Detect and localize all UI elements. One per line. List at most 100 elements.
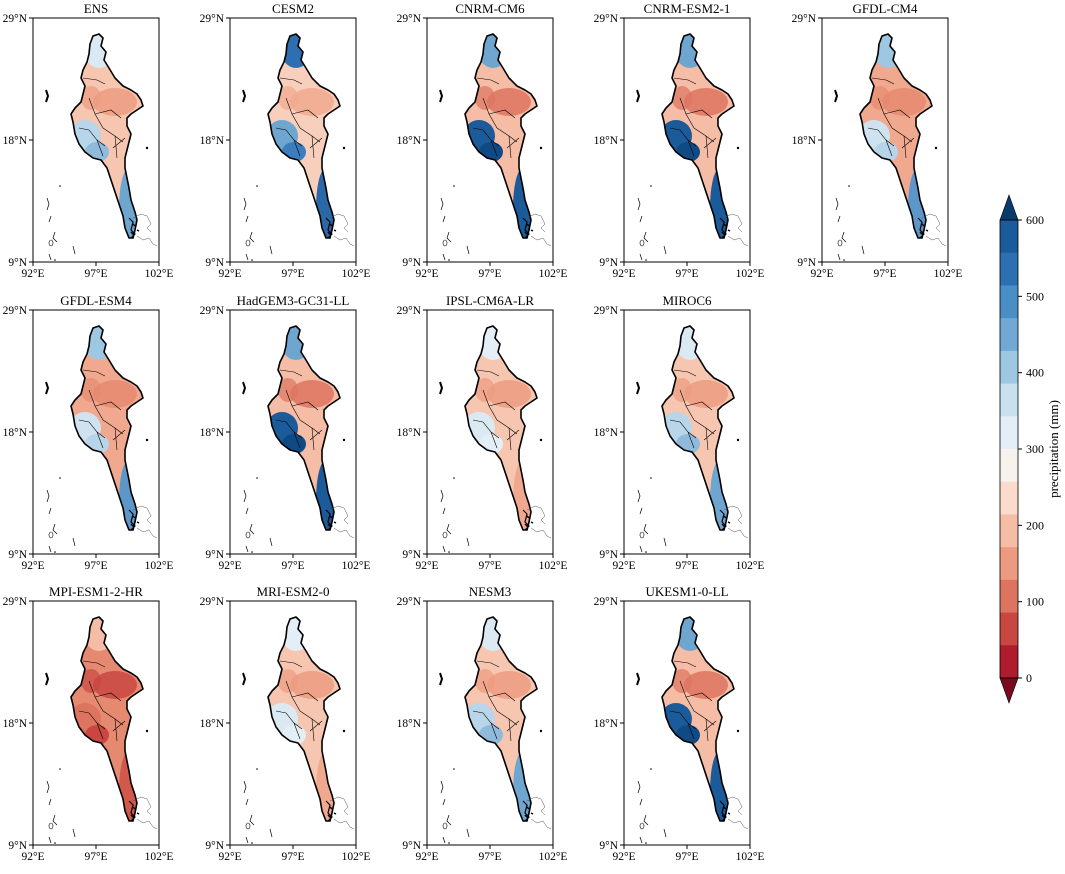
longitude-tick-label: 102°E bbox=[736, 560, 765, 572]
longitude-tick-label: 102°E bbox=[934, 268, 963, 280]
latitude-tick-label: 29°N bbox=[594, 596, 619, 608]
longitude-tick-label: 102°E bbox=[342, 268, 371, 280]
latitude-tick-label: 29°N bbox=[200, 596, 225, 608]
longitude-tick-label: 97°E bbox=[675, 268, 698, 280]
longitude-tick-label: 92°E bbox=[415, 268, 438, 280]
panel-gfdl-cm4: GFDL-CM4 29°N 18°N 9°N92°E 97°E 102°E bbox=[792, 1, 963, 280]
colorbar-swatch bbox=[1000, 350, 1018, 385]
longitude-tick-label: 102°E bbox=[539, 268, 568, 280]
latitude-tick-label: 29°N bbox=[3, 13, 28, 25]
longitude-tick-label: 92°E bbox=[218, 851, 241, 863]
latitude-tick-label: 29°N bbox=[594, 305, 619, 317]
latitude-tick-label: 9°N bbox=[599, 840, 618, 852]
latitude-tick-label: 9°N bbox=[205, 257, 224, 269]
colorbar-extend-max bbox=[999, 194, 1019, 221]
panel-ukesm1-0-ll: UKESM1-0-LL 29°N 18°N 9°N92°E 97°E 102°E bbox=[594, 584, 765, 863]
longitude-tick-label: 97°E bbox=[675, 560, 698, 572]
longitude-tick-label: 97°E bbox=[84, 560, 107, 572]
colorbar-swatch bbox=[1000, 514, 1018, 548]
panel-title: MPI-ESM1-2-HR bbox=[49, 584, 143, 599]
colorbar-swatch bbox=[1000, 645, 1018, 679]
panel-cnrm-esm2-1: CNRM-ESM2-1 29°N 18°N 9°N92°E 97°E 102°E bbox=[594, 1, 765, 280]
latitude-tick-label: 29°N bbox=[397, 596, 422, 608]
colorbar: 600 500 400 300 200 100 0 precipitation (mm) bbox=[999, 194, 1061, 704]
latitude-tick-label: 29°N bbox=[594, 13, 619, 25]
latitude-tick-label: 9°N bbox=[8, 549, 27, 561]
colorbar-swatch bbox=[1000, 252, 1018, 286]
panel-ipsl-cm6a-lr: IPSL-CM6A-LR 29°N 18°N 9°N92°E 97°E 102°E bbox=[397, 293, 568, 572]
latitude-tick-label: 9°N bbox=[8, 840, 27, 852]
colorbar-swatch bbox=[1000, 220, 1018, 254]
latitude-tick-label: 18°N bbox=[792, 135, 817, 147]
longitude-tick-label: 92°E bbox=[218, 560, 241, 572]
panel-title: CESM2 bbox=[272, 1, 314, 16]
panel-title: MRI-ESM2-0 bbox=[257, 584, 330, 599]
longitude-tick-label: 97°E bbox=[478, 851, 501, 863]
colorbar-swatch bbox=[1000, 416, 1018, 450]
colorbar-swatch bbox=[1000, 579, 1018, 614]
latitude-tick-label: 9°N bbox=[402, 257, 421, 269]
latitude-tick-label: 18°N bbox=[3, 135, 28, 147]
panel-title: GFDL-CM4 bbox=[852, 1, 918, 16]
latitude-tick-label: 18°N bbox=[3, 427, 28, 439]
latitude-tick-label: 29°N bbox=[200, 13, 225, 25]
longitude-tick-label: 97°E bbox=[281, 560, 304, 572]
colorbar-extend-min bbox=[999, 677, 1019, 704]
colorbar-tick-label: 600 bbox=[1026, 213, 1044, 227]
colorbar-tick-label: 200 bbox=[1026, 518, 1044, 532]
panel-title: IPSL-CM6A-LR bbox=[446, 293, 534, 308]
latitude-tick-label: 18°N bbox=[397, 427, 422, 439]
longitude-tick-label: 102°E bbox=[145, 268, 174, 280]
panel-mri-esm2-0: MRI-ESM2-0 29°N 18°N 9°N92°E 97°E 102°E bbox=[200, 584, 371, 863]
latitude-tick-label: 29°N bbox=[792, 13, 817, 25]
longitude-tick-label: 92°E bbox=[810, 268, 833, 280]
latitude-tick-label: 29°N bbox=[3, 305, 28, 317]
longitude-tick-label: 97°E bbox=[84, 851, 107, 863]
latitude-tick-label: 9°N bbox=[599, 549, 618, 561]
panel-title: NESM3 bbox=[469, 584, 512, 599]
longitude-tick-label: 97°E bbox=[478, 560, 501, 572]
latitude-tick-label: 18°N bbox=[200, 718, 225, 730]
panel-title: CNRM-ESM2-1 bbox=[644, 1, 731, 16]
panel-title: GFDL-ESM4 bbox=[60, 293, 132, 308]
latitude-tick-label: 18°N bbox=[397, 718, 422, 730]
longitude-tick-label: 92°E bbox=[612, 851, 635, 863]
colorbar-tick-label: 0 bbox=[1026, 671, 1032, 685]
panel-gfdl-esm4: GFDL-ESM4 29°N 18°N 9°N92°E 97°E 102°E bbox=[3, 293, 174, 572]
latitude-tick-label: 29°N bbox=[200, 305, 225, 317]
panel-cesm2: CESM2 29°N 18°N 9°N92°E 97°E 102°E bbox=[200, 1, 371, 280]
longitude-tick-label: 102°E bbox=[342, 560, 371, 572]
latitude-tick-label: 18°N bbox=[594, 718, 619, 730]
longitude-tick-label: 97°E bbox=[281, 851, 304, 863]
latitude-tick-label: 9°N bbox=[797, 257, 816, 269]
latitude-tick-label: 29°N bbox=[397, 305, 422, 317]
longitude-tick-label: 92°E bbox=[415, 851, 438, 863]
latitude-tick-label: 9°N bbox=[402, 549, 421, 561]
colorbar-swatch bbox=[1000, 318, 1018, 352]
colorbar-swatch bbox=[1000, 383, 1018, 417]
longitude-tick-label: 97°E bbox=[873, 268, 896, 280]
latitude-tick-label: 18°N bbox=[200, 427, 225, 439]
latitude-tick-label: 18°N bbox=[594, 135, 619, 147]
latitude-tick-label: 9°N bbox=[205, 549, 224, 561]
colorbar-tick-label: 400 bbox=[1026, 366, 1044, 380]
latitude-tick-label: 18°N bbox=[3, 718, 28, 730]
longitude-tick-label: 97°E bbox=[281, 268, 304, 280]
latitude-tick-label: 29°N bbox=[3, 596, 28, 608]
panel-hadgem3-gc31-ll: HadGEM3-GC31-LL 29°N 18°N 9°N92°E 97°E 102°E bbox=[200, 293, 371, 572]
latitude-tick-label: 9°N bbox=[205, 840, 224, 852]
colorbar-label: precipitation (mm) bbox=[1046, 400, 1061, 498]
latitude-tick-label: 29°N bbox=[397, 13, 422, 25]
longitude-tick-label: 92°E bbox=[612, 268, 635, 280]
panel-title: ENS bbox=[84, 1, 109, 16]
panel-title: HadGEM3-GC31-LL bbox=[237, 293, 350, 308]
longitude-tick-label: 102°E bbox=[736, 851, 765, 863]
longitude-tick-label: 102°E bbox=[342, 851, 371, 863]
colorbar-tick-label: 100 bbox=[1026, 595, 1044, 609]
longitude-tick-label: 92°E bbox=[218, 268, 241, 280]
colorbar-tick-label: 500 bbox=[1026, 289, 1044, 303]
panel-title: CNRM-CM6 bbox=[455, 1, 525, 16]
latitude-tick-label: 9°N bbox=[8, 257, 27, 269]
colorbar-tick-label: 300 bbox=[1026, 442, 1044, 456]
